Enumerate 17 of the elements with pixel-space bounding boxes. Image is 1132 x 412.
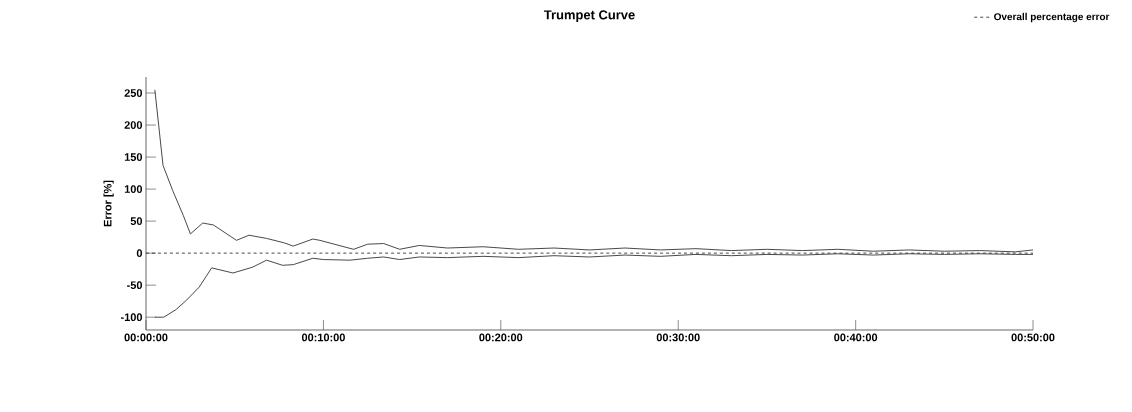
y-tick-label: -50: [127, 281, 143, 290]
legend-label: Overall percentage error: [994, 12, 1110, 23]
x-tick-label: 00:20:00: [479, 333, 523, 342]
chart-title: Trumpet Curve: [543, 10, 635, 22]
y-tick-label: 100: [124, 185, 143, 193]
y-tick-label: -100: [120, 313, 143, 322]
x-tick-label: 00:10:00: [301, 333, 345, 342]
y-tick-label: 200: [124, 121, 143, 129]
x-tick-label: 00:40:00: [834, 333, 878, 342]
y-tick-label: 0: [136, 249, 143, 258]
x-tick-label: 00:50:00: [1011, 333, 1055, 342]
x-tick-label: 00:30:00: [656, 333, 700, 342]
y-tick-label: 150: [124, 153, 143, 161]
y-tick-label: 50: [130, 217, 143, 225]
x-tick-label: 00:00:00: [124, 333, 168, 342]
y-axis-title: Error [%]: [103, 180, 114, 227]
y-tick-label: 250: [124, 89, 143, 97]
